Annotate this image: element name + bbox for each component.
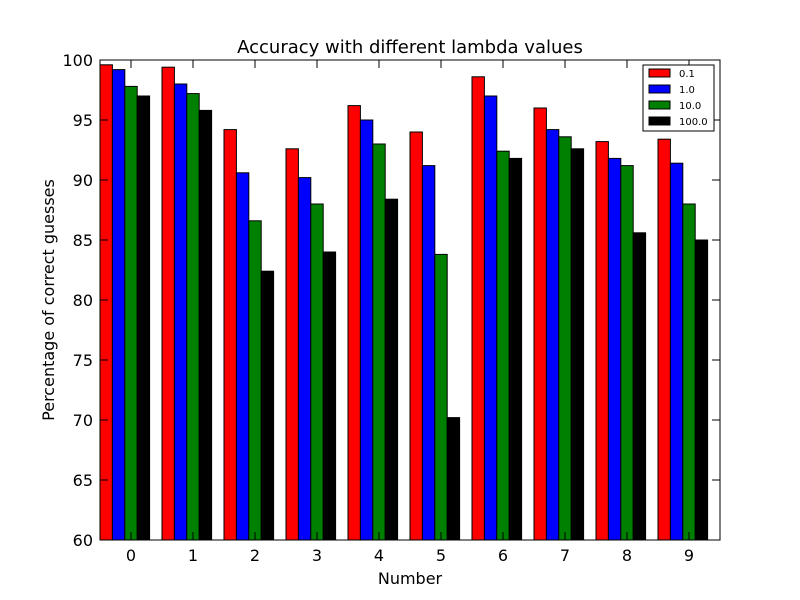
y-tick-label: 80: [73, 291, 93, 310]
x-tick-label: 0: [126, 546, 136, 565]
bar-1-1.0: [173, 83, 188, 541]
legend-swatch: [648, 100, 671, 110]
bar-8-100.0: [632, 232, 647, 541]
chart-title: Accuracy with different lambda values: [237, 37, 583, 58]
y-tick-label: 75: [73, 351, 93, 370]
y-tick-label: 90: [73, 171, 93, 190]
legend: 0.1 1.0 10.0 100.0: [642, 64, 715, 132]
bar-0-1.0: [111, 69, 126, 541]
bar-1-0.1: [161, 66, 175, 541]
legend-swatch: [648, 68, 671, 78]
legend-label: 1.0: [679, 85, 695, 96]
bar-6-10.0: [496, 150, 510, 541]
bar-2-1.0: [235, 172, 250, 541]
legend-label: 0.1: [679, 69, 695, 80]
y-tick-label: 85: [73, 231, 93, 250]
legend-swatch: [648, 116, 671, 126]
x-tick-label: 2: [250, 546, 260, 565]
bar-6-100.0: [508, 157, 523, 541]
x-tick-label: 8: [622, 546, 632, 565]
bar-4-10.0: [372, 143, 386, 541]
bar-9-100.0: [694, 239, 709, 541]
bar-8-1.0: [607, 157, 622, 541]
tick-labels-layer: 60 65 70 75 80 85 90 95 100 0 1 2 3 4 5 6 7 8 9: [62, 51, 694, 565]
legend-swatch: [648, 84, 671, 94]
x-axis-label: Number: [378, 569, 443, 588]
x-tick-label: 6: [498, 546, 508, 565]
bar-0-10.0: [124, 85, 138, 541]
bar-6-1.0: [483, 95, 498, 541]
x-tick-label: 9: [684, 546, 694, 565]
bar-5-0.1: [409, 131, 423, 541]
bar-1-10.0: [186, 93, 200, 541]
y-tick-label: 95: [73, 111, 93, 130]
x-tick-label: 7: [560, 546, 570, 565]
bar-3-1.0: [297, 177, 312, 541]
bar-6-0.1: [471, 76, 485, 541]
bar-3-10.0: [310, 203, 324, 541]
bar-4-0.1: [347, 105, 361, 541]
bar-4-1.0: [359, 119, 374, 541]
bar-1-100.0: [198, 109, 213, 541]
bar-3-0.1: [285, 148, 299, 541]
x-tick-label: 1: [188, 546, 198, 565]
bar-5-10.0: [434, 253, 448, 541]
bar-7-1.0: [545, 129, 560, 541]
bar-9-1.0: [669, 162, 684, 541]
bar-0-100.0: [136, 95, 151, 541]
bar-2-100.0: [260, 270, 275, 541]
bar-7-0.1: [533, 107, 547, 541]
bar-4-100.0: [384, 198, 399, 541]
bar-7-10.0: [558, 136, 572, 541]
y-tick-label: 100: [62, 51, 93, 70]
y-tick-label: 70: [73, 411, 93, 430]
y-tick-label: 65: [73, 471, 93, 490]
bar-2-0.1: [223, 129, 237, 541]
bar-9-10.0: [682, 203, 696, 541]
bar-8-0.1: [595, 141, 609, 541]
bar-7-100.0: [570, 148, 585, 541]
x-tick-label: 4: [374, 546, 384, 565]
bar-0-0.1: [99, 64, 113, 541]
legend-label: 100.0: [679, 117, 708, 128]
x-tick-label: 5: [436, 546, 446, 565]
x-tick-label: 3: [312, 546, 322, 565]
bar-5-1.0: [421, 165, 436, 541]
bar-3-100.0: [322, 251, 337, 541]
bar-8-10.0: [620, 165, 634, 541]
plot-frame: [99, 59, 721, 541]
legend-label: 10.0: [679, 101, 701, 112]
bars-layer: [99, 64, 709, 541]
bar-2-10.0: [248, 220, 262, 541]
bar-5-100.0: [446, 417, 461, 541]
bar-9-0.1: [657, 138, 671, 541]
y-tick-label: 60: [73, 531, 93, 550]
y-axis-label: Percentage of correct guesses: [39, 179, 58, 421]
